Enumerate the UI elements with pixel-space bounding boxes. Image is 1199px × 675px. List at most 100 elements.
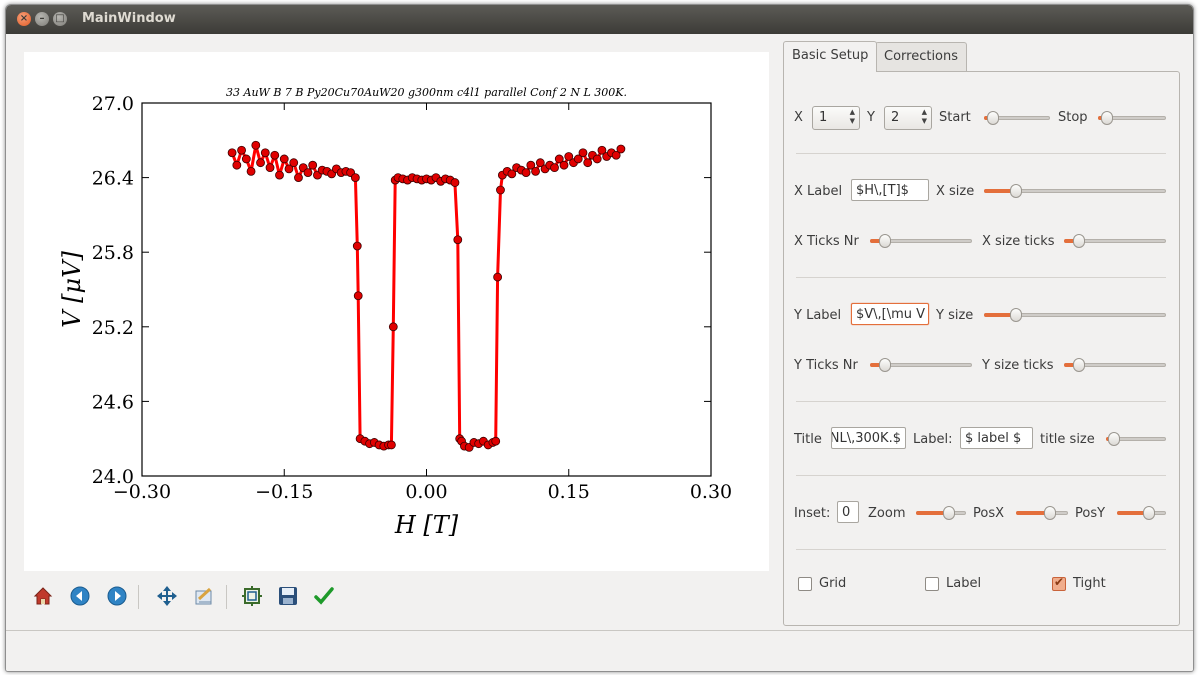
zoom-label: Zoom [868, 506, 906, 521]
y-tick-label: 27.0 [92, 93, 134, 115]
spin-arrows-icon[interactable]: ▲ ▼ [921, 108, 927, 125]
forward-icon[interactable] [104, 583, 130, 609]
x-tick-label: 0.30 [690, 481, 732, 503]
data-point [350, 173, 360, 182]
posy-slider[interactable] [1117, 506, 1166, 520]
data-point [559, 160, 569, 170]
data-point [265, 163, 275, 173]
y-tick-label: 24.0 [92, 466, 134, 488]
x-column-label: X [794, 110, 803, 125]
spin-arrows-icon[interactable]: ▲ ▼ [849, 108, 855, 125]
posx-slider[interactable] [1016, 506, 1068, 520]
data-point [388, 322, 398, 332]
data-point [531, 166, 540, 176]
tab-corrections[interactable]: Corrections [875, 42, 968, 71]
data-point [353, 291, 363, 301]
apply-check-icon[interactable] [311, 583, 337, 609]
x-size-slider[interactable] [984, 184, 1166, 198]
divider [796, 475, 1166, 476]
data-point [535, 158, 545, 168]
start-slider[interactable] [984, 111, 1050, 125]
y-axis-label: V [μV] [58, 251, 86, 328]
tab-basic-setup[interactable]: Basic Setup [783, 41, 878, 72]
inset-input[interactable]: 0 [837, 501, 859, 523]
title-label: Title [794, 432, 822, 447]
plot-axes-frame [141, 102, 712, 477]
x-column-value: 1 [819, 110, 828, 125]
home-icon[interactable] [30, 583, 56, 609]
y-size-ticks-slider[interactable] [1064, 358, 1166, 372]
data-point [260, 148, 270, 158]
plot-svg: −0.30 −0.15 0.00 0.15 0.30 24.0 24.6 25.2 25.8 26… [58, 86, 732, 539]
y-tick-label: 26.4 [92, 168, 134, 190]
data-point [251, 140, 261, 150]
title-input[interactable]: NL\,300K.$ [831, 427, 906, 449]
data-point [294, 173, 303, 182]
y-size-label: Y size [936, 308, 974, 323]
data-point [526, 160, 536, 170]
pan-icon[interactable] [154, 583, 180, 609]
minimize-window-button[interactable]: – [35, 12, 49, 26]
x-label-label: X Label [794, 184, 843, 199]
data-point [493, 272, 503, 282]
x-column-spinbox[interactable]: 1 ▲ ▼ [812, 106, 860, 130]
y-ticks-nr-slider[interactable] [870, 358, 972, 372]
x-label-input[interactable]: $H\,[T]$ [851, 179, 929, 201]
zoom-icon[interactable] [239, 583, 265, 609]
back-icon[interactable] [67, 583, 93, 609]
plot-canvas[interactable]: −0.30 −0.15 0.00 0.15 0.30 24.0 24.6 25.2 25.8 26… [24, 52, 769, 571]
tight-checkbox[interactable]: ✔ [1052, 575, 1066, 591]
x-ticks-nr-label: X Ticks Nr [794, 234, 859, 249]
x-size-ticks-slider[interactable] [1064, 234, 1166, 248]
data-point [237, 145, 246, 155]
y-ticks-nr-label: Y Ticks Nr [794, 358, 858, 373]
x-tick-label: 0.15 [548, 481, 590, 503]
title-size-slider[interactable] [1106, 432, 1166, 446]
title-bar: × – □ MainWindow [6, 5, 1193, 34]
close-window-button[interactable]: × [17, 12, 31, 26]
data-point [227, 148, 237, 158]
configure-subplots-icon[interactable] [191, 583, 217, 609]
data-point [521, 168, 531, 178]
label-checkbox[interactable] [925, 577, 939, 591]
label-input[interactable]: $ label $ [960, 427, 1033, 449]
divider [796, 277, 1166, 278]
grid-checkbox[interactable] [798, 577, 812, 591]
x-size-ticks-label: X size ticks [982, 234, 1055, 249]
zoom-slider[interactable] [916, 506, 966, 520]
label-label: Label: [913, 432, 953, 447]
y-label-input[interactable]: $V\,[\mu V [851, 303, 929, 325]
data-point [496, 185, 505, 195]
y-column-spinbox[interactable]: 2 ▲ ▼ [884, 106, 932, 130]
label-checkbox-label: Label [946, 576, 982, 591]
y-tick-label: 24.6 [92, 391, 134, 413]
save-icon[interactable] [275, 583, 301, 609]
chart-title: 33 AuW B 7 B Py20Cu70AuW20 g300nm c4l1 p… [226, 86, 627, 99]
stop-slider[interactable] [1098, 111, 1166, 125]
x-tick-label: −0.15 [255, 481, 313, 503]
tight-checkbox-label: Tight [1073, 576, 1106, 591]
data-point [592, 154, 602, 164]
data-point [275, 170, 284, 180]
status-divider [6, 630, 1193, 631]
data-point [564, 152, 574, 161]
stop-label: Stop [1058, 110, 1088, 125]
posy-label: PosY [1075, 506, 1106, 521]
y-size-slider[interactable] [984, 308, 1166, 322]
checkmark-icon: ✔ [1054, 575, 1065, 589]
x-axis-label: H [T] [394, 511, 459, 539]
y-tick-label: 25.8 [92, 242, 134, 264]
data-point [284, 164, 294, 174]
y-label-label: Y Label [794, 308, 842, 323]
data-point [256, 158, 265, 168]
x-ticks-nr-slider[interactable] [870, 234, 972, 248]
toolbar-separator [138, 585, 139, 609]
data-point [597, 145, 607, 155]
y-column-label: Y [867, 110, 875, 125]
data-point [279, 154, 289, 164]
y-column-value: 2 [891, 110, 900, 125]
maximize-window-button[interactable]: □ [53, 12, 67, 26]
main-window: × – □ MainWindow −0.30 −0.15 0.00 0.15 0.30 2… [5, 4, 1194, 672]
grid-checkbox-label: Grid [819, 576, 847, 591]
data-point [491, 436, 501, 446]
